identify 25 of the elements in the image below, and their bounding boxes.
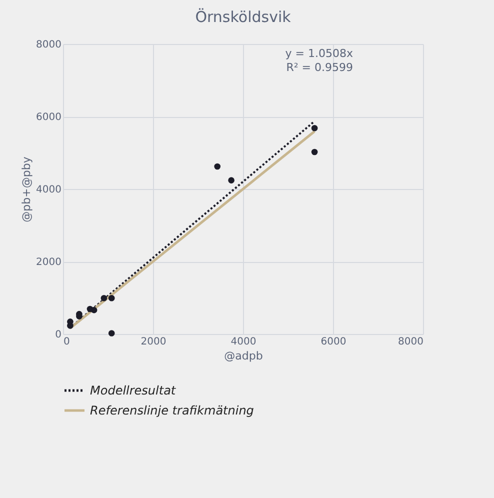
y-tick-label: 0 [55,330,62,340]
point [108,330,115,336]
y-axis-title: @pb+@pby [20,156,34,222]
x-tick-label: 6000 [320,336,346,348]
point [311,148,318,156]
legend-label: Modellresultat [90,384,177,398]
annotation: y = 1.0508x [285,47,354,60]
y-tick-label: 4000 [36,184,62,196]
point [100,294,108,302]
legend-label: Referenslinje trafikmätning [90,404,254,418]
point [228,177,234,184]
point [214,163,221,170]
y-tick-label: 2000 [36,257,62,268]
y-tick-label: 8000 [36,40,62,50]
point [108,294,115,302]
x-tick-label: 4000 [230,336,256,348]
point [311,124,318,132]
x-tick-label: 8000 [398,336,424,348]
annotation: R² = 0.9599 [286,61,353,74]
point [90,306,98,314]
y-tick-label: 6000 [36,112,62,123]
x-tick-label: 0 [64,336,70,348]
x-tick-label: 2000 [140,336,166,348]
chart-title: Örnsköldsvik [195,8,292,26]
x-axis-title: @adpb [224,350,263,362]
